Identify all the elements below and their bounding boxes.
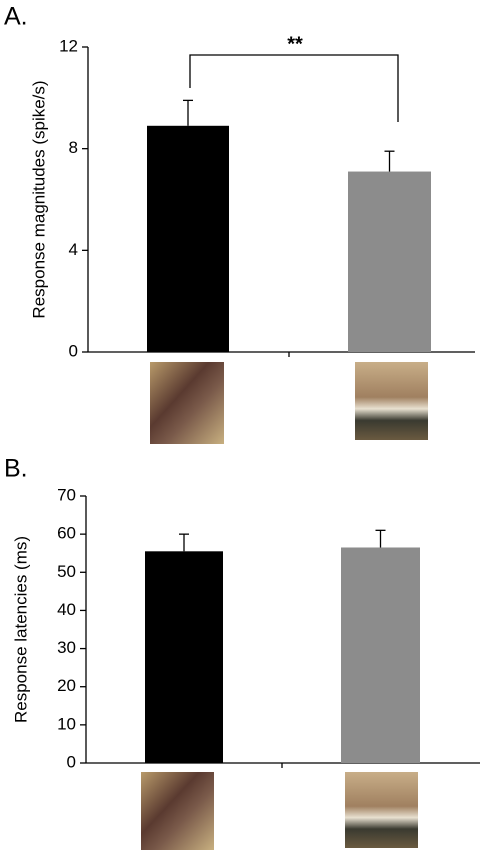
bar (348, 171, 431, 352)
stimulus-image (141, 772, 214, 850)
stimulus-image (345, 772, 418, 848)
significance-label: ** (287, 33, 303, 55)
bar (341, 547, 420, 763)
bar (145, 551, 223, 763)
bar (147, 125, 229, 353)
y-tick-label: 20 (57, 676, 76, 695)
stimulus-image (150, 362, 224, 444)
y-tick-label: 0 (67, 752, 76, 771)
y-axis-label: Response latencies (ms) (11, 536, 30, 723)
y-tick-label: 4 (69, 240, 78, 259)
y-tick-label: 0 (69, 341, 78, 360)
y-tick-label: 12 (59, 36, 78, 55)
stimulus-image (355, 362, 428, 440)
panel-label: A. (4, 3, 28, 31)
y-tick-label: 50 (57, 562, 76, 581)
significance-bracket (189, 54, 399, 122)
y-tick-label: 40 (57, 600, 76, 619)
y-tick-label: 30 (57, 638, 76, 657)
y-tick-label: 8 (69, 138, 78, 157)
y-tick-label: 60 (57, 524, 76, 543)
panel-label: B. (4, 455, 28, 483)
y-tick-label: 10 (57, 714, 76, 733)
y-tick-label: 70 (57, 485, 76, 504)
y-axis-label: Response magnitudes (spike/s) (29, 80, 48, 318)
